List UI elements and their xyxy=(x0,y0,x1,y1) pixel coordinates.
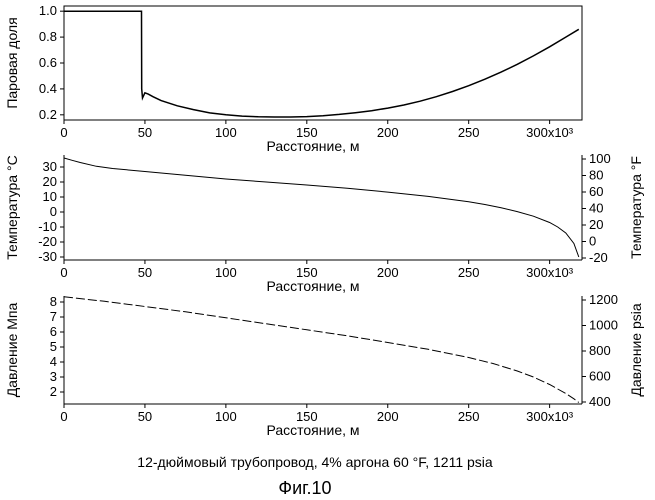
figure-label: Фиг.10 xyxy=(278,478,331,498)
x-tick-label: 50 xyxy=(138,265,152,280)
y2-tick-label: 400 xyxy=(589,394,611,409)
y-axis-label: Давление Мпа xyxy=(4,302,20,397)
y2-tick-label: 1000 xyxy=(589,318,618,333)
y2-tick-label: 80 xyxy=(589,168,603,183)
y-tick-label: -30 xyxy=(38,249,57,264)
y2-tick-label: 60 xyxy=(589,184,603,199)
x-tick-label: 50 xyxy=(138,125,152,140)
x-tick-label: 300x10³ xyxy=(526,409,574,424)
series-line xyxy=(64,158,579,257)
y2-tick-label: 800 xyxy=(589,343,611,358)
x-tick-label: 100 xyxy=(215,409,237,424)
x-tick-label: 250 xyxy=(458,265,480,280)
y-tick-label: 4 xyxy=(50,354,57,369)
y-tick-label: 0 xyxy=(50,204,57,219)
y-tick-label: 8 xyxy=(50,294,57,309)
y-tick-label: 7 xyxy=(50,309,57,324)
x-tick-label: 250 xyxy=(458,125,480,140)
y-tick-label: 6 xyxy=(50,324,57,339)
y2-tick-label: 20 xyxy=(589,217,603,232)
y-tick-label: 1.0 xyxy=(39,3,57,18)
y2-tick-label: 1200 xyxy=(589,292,618,307)
y2-tick-label: 600 xyxy=(589,369,611,384)
y-tick-label: 0.8 xyxy=(39,29,57,44)
y2-tick-label: 40 xyxy=(589,201,603,216)
x-axis-label: Расстояние, м xyxy=(266,138,359,154)
x-axis-label: Расстояние, м xyxy=(266,422,359,438)
y2-tick-label: 0 xyxy=(589,234,596,249)
series-line xyxy=(64,297,579,403)
vapor-fraction-panel: 050100150200250300x10³0.20.40.60.81.0Рас… xyxy=(4,3,582,154)
y-tick-label: 2 xyxy=(50,384,57,399)
y-tick-label: 30 xyxy=(43,159,57,174)
x-axis-label: Расстояние, м xyxy=(266,278,359,294)
y-tick-label: 3 xyxy=(50,369,57,384)
y2-tick-label: -20 xyxy=(589,250,608,265)
y-axis-label: Паровая доля xyxy=(4,17,20,108)
x-tick-label: 300x10³ xyxy=(526,265,574,280)
y2-axis-label: Давление psia xyxy=(628,303,644,396)
y-tick-label: -20 xyxy=(38,234,57,249)
pressure-panel: 050100150200250300x10³234567840060080010… xyxy=(4,292,644,438)
x-tick-label: 200 xyxy=(377,409,399,424)
x-tick-label: 300x10³ xyxy=(526,125,574,140)
y-tick-label: 0.4 xyxy=(39,81,57,96)
x-tick-label: 50 xyxy=(138,409,152,424)
x-tick-label: 100 xyxy=(215,265,237,280)
x-tick-label: 0 xyxy=(60,265,67,280)
y2-tick-label: 100 xyxy=(589,151,611,166)
x-tick-label: 250 xyxy=(458,409,480,424)
series-line xyxy=(64,11,579,117)
y-tick-label: 5 xyxy=(50,339,57,354)
y-tick-label: 20 xyxy=(43,174,57,189)
temperature-panel: 050100150200250300x10³-30-20-100102030-2… xyxy=(4,151,644,294)
y-tick-label: 0.2 xyxy=(39,107,57,122)
y-tick-label: 10 xyxy=(43,189,57,204)
y2-axis-label: Температура °F xyxy=(628,156,644,259)
x-tick-label: 200 xyxy=(377,265,399,280)
figure-caption: 12-дюймовый трубопровод, 4% аргона 60 °F… xyxy=(137,454,493,470)
y-axis-label: Температура °C xyxy=(4,155,20,259)
y-tick-label: 0.6 xyxy=(39,55,57,70)
y-tick-label: -10 xyxy=(38,219,57,234)
x-tick-label: 0 xyxy=(60,409,67,424)
x-tick-label: 100 xyxy=(215,125,237,140)
x-tick-label: 0 xyxy=(60,125,67,140)
x-tick-label: 200 xyxy=(377,125,399,140)
